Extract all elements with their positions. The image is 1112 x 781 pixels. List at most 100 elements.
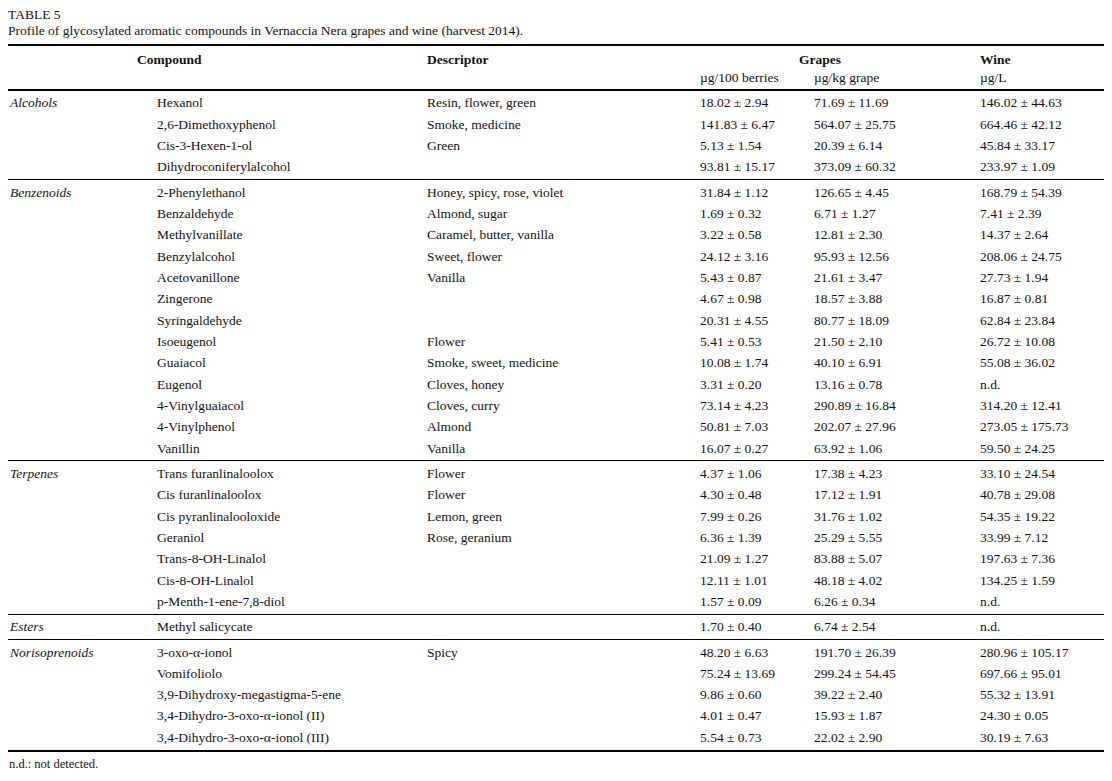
descriptor-cell: Sweet, flower <box>417 246 692 267</box>
wine-cell: 26.72 ± 10.08 <box>948 331 1104 352</box>
wine-cell: 24.30 ± 0.05 <box>948 705 1104 726</box>
grapes-kg-cell: 21.61 ± 3.47 <box>807 267 948 288</box>
header-grapes-group: Grapes <box>692 51 948 68</box>
wine-cell: n.d. <box>948 591 1104 612</box>
grapes-berries-cell: 6.36 ± 1.39 <box>692 527 807 548</box>
descriptor-cell: Green <box>417 135 692 156</box>
table-row: 2,6-DimethoxyphenolSmoke, medicine141.83… <box>8 114 1104 135</box>
grapes-kg-cell: 39.22 ± 2.40 <box>807 684 948 705</box>
table-row: 3,4-Dihydro-3-oxo-α-ionol (II)4.01 ± 0.4… <box>8 705 1104 726</box>
grapes-berries-cell: 93.81 ± 15.17 <box>692 156 807 177</box>
descriptor-cell: Flower <box>417 331 692 352</box>
section-terpenes: TerpenesTrans furanlinalooloxFlower4.37 … <box>8 461 1104 614</box>
grapes-berries-cell: 31.84 ± 1.12 <box>692 182 807 203</box>
header-compound: Compound <box>137 51 417 68</box>
wine-cell: 233.97 ± 1.09 <box>948 156 1104 177</box>
section-alcohols: AlcoholsHexanolResin, flower, green18.02… <box>8 91 1104 180</box>
table-row: IsoeugenolFlower5.41 ± 0.5321.50 ± 2.102… <box>8 331 1104 352</box>
descriptor-cell: Almond <box>417 416 692 437</box>
compound-cell: 4-Vinylguaiacol <box>137 395 417 416</box>
grapes-kg-cell: 126.65 ± 4.45 <box>807 182 948 203</box>
compound-cell: Trans-8-OH-Linalol <box>137 548 417 569</box>
table-row: Cis-3-Hexen-1-olGreen5.13 ± 1.5420.39 ± … <box>8 135 1104 156</box>
table-row: Dihydroconiferylalcohol 93.81 ± 15.17373.… <box>8 156 1104 177</box>
table-body: AlcoholsHexanolResin, flower, green18.02… <box>8 91 1104 750</box>
compound-cell: Cis-3-Hexen-1-ol <box>137 135 417 156</box>
grapes-berries-cell: 1.70 ± 0.40 <box>692 616 807 637</box>
grapes-berries-cell: 5.43 ± 0.87 <box>692 267 807 288</box>
compound-cell: Dihydroconiferylalcohol <box>137 156 417 177</box>
header-descriptor: Descriptor <box>417 51 692 68</box>
grapes-kg-cell: 373.09 ± 60.32 <box>807 156 948 177</box>
wine-cell: 280.96 ± 105.17 <box>948 642 1104 663</box>
grapes-kg-cell: 6.26 ± 0.34 <box>807 591 948 612</box>
wine-cell: 45.84 ± 33.17 <box>948 135 1104 156</box>
grapes-kg-cell: 6.71 ± 1.27 <box>807 203 948 224</box>
descriptor-cell: Flower <box>417 463 692 484</box>
table-header-row-1: Compound Descriptor Grapes Wine <box>8 51 1104 68</box>
section-norisoprenoids: Norisoprenoids3-oxo-α-ionolSpicy48.20 ± … <box>8 640 1104 750</box>
document-page: TABLE 5 Profile of glycosylated aromatic… <box>0 0 1112 772</box>
table-row: 3,9-Dihydroxy-megastigma-5-ene9.86 ± 0.6… <box>8 684 1104 705</box>
grapes-berries-cell: 5.41 ± 0.53 <box>692 331 807 352</box>
compound-cell: Syringaldehyde <box>137 310 417 331</box>
category-label: Benzenoids <box>8 182 137 203</box>
descriptor-cell: Lemon, green <box>417 506 692 527</box>
wine-cell: 314.20 ± 12.41 <box>948 395 1104 416</box>
compound-cell: 3-oxo-α-ionol <box>137 642 417 663</box>
grapes-kg-cell: 299.24 ± 54.45 <box>807 663 948 684</box>
grapes-kg-cell: 80.77 ± 18.09 <box>807 310 948 331</box>
grapes-berries-cell: 20.31 ± 4.55 <box>692 310 807 331</box>
compound-cell: Methylvanillate <box>137 224 417 245</box>
grapes-berries-cell: 12.11 ± 1.01 <box>692 570 807 591</box>
grapes-berries-cell: 4.67 ± 0.98 <box>692 288 807 309</box>
grapes-kg-cell: 31.76 ± 1.02 <box>807 506 948 527</box>
section-benzenoids: Benzenoids2-PhenylethanolHoney, spicy, r… <box>8 180 1104 461</box>
grapes-kg-cell: 290.89 ± 16.84 <box>807 395 948 416</box>
table-header-row-2: µg/100 berries µg/kg grape µg/L <box>8 69 1104 86</box>
wine-cell: 134.25 ± 1.59 <box>948 570 1104 591</box>
wine-cell: 33.99 ± 7.12 <box>948 527 1104 548</box>
table-row: EugenolCloves, honey3.31 ± 0.2013.16 ± 0… <box>8 374 1104 395</box>
grapes-kg-cell: 17.12 ± 1.91 <box>807 484 948 505</box>
grapes-berries-cell: 1.57 ± 0.09 <box>692 591 807 612</box>
descriptor-cell: Honey, spicy, rose, violet <box>417 182 692 203</box>
grapes-kg-cell: 20.39 ± 6.14 <box>807 135 948 156</box>
grapes-berries-cell: 75.24 ± 13.69 <box>692 663 807 684</box>
descriptor-cell: Cloves, honey <box>417 374 692 395</box>
table-row: Zingerone4.67 ± 0.9818.57 ± 3.8816.87 ± … <box>8 288 1104 309</box>
table-row: 4-VinylphenolAlmond50.81 ± 7.03202.07 ± … <box>8 416 1104 437</box>
wine-cell: 55.08 ± 36.02 <box>948 352 1104 373</box>
grapes-kg-cell: 25.29 ± 5.55 <box>807 527 948 548</box>
grapes-kg-cell: 6.74 ± 2.54 <box>807 616 948 637</box>
compound-cell: Geraniol <box>137 527 417 548</box>
compound-cell: Cis furanlinaloolox <box>137 484 417 505</box>
wine-cell: 208.06 ± 24.75 <box>948 246 1104 267</box>
grapes-berries-cell: 3.22 ± 0.58 <box>692 224 807 245</box>
grapes-berries-cell: 141.83 ± 6.47 <box>692 114 807 135</box>
header-unit-kg-grape: µg/kg grape <box>807 69 948 86</box>
descriptor-cell: Flower <box>417 484 692 505</box>
table-row: EstersMethyl salicycate1.70 ± 0.406.74 ±… <box>8 616 1104 637</box>
grapes-kg-cell: 13.16 ± 0.78 <box>807 374 948 395</box>
wine-cell: 197.63 ± 7.36 <box>948 548 1104 569</box>
grapes-berries-cell: 5.13 ± 1.54 <box>692 135 807 156</box>
compound-cell: Cis pyranlinalooloxide <box>137 506 417 527</box>
compound-cell: Cis-8-OH-Linalol <box>137 570 417 591</box>
header-unit-wine: µg/L <box>948 69 1104 86</box>
compound-cell: Vomifoliolo <box>137 663 417 684</box>
descriptor-cell: Smoke, sweet, medicine <box>417 352 692 373</box>
table-row: BenzylalcoholSweet, flower24.12 ± 3.1695… <box>8 246 1104 267</box>
table-row: BenzaldehydeAlmond, sugar1.69 ± 0.326.71… <box>8 203 1104 224</box>
grapes-kg-cell: 564.07 ± 25.75 <box>807 114 948 135</box>
wine-cell: 33.10 ± 24.54 <box>948 463 1104 484</box>
compound-cell: Acetovanillone <box>137 267 417 288</box>
grapes-kg-cell: 21.50 ± 2.10 <box>807 331 948 352</box>
wine-cell: 54.35 ± 19.22 <box>948 506 1104 527</box>
descriptor-cell: Resin, flower, green <box>417 92 692 113</box>
table-row: Syringaldehyde20.31 ± 4.5580.77 ± 18.096… <box>8 310 1104 331</box>
grapes-kg-cell: 15.93 ± 1.87 <box>807 705 948 726</box>
category-label: Esters <box>8 616 137 637</box>
wine-cell: 59.50 ± 24.25 <box>948 438 1104 459</box>
grapes-berries-cell: 4.30 ± 0.48 <box>692 484 807 505</box>
